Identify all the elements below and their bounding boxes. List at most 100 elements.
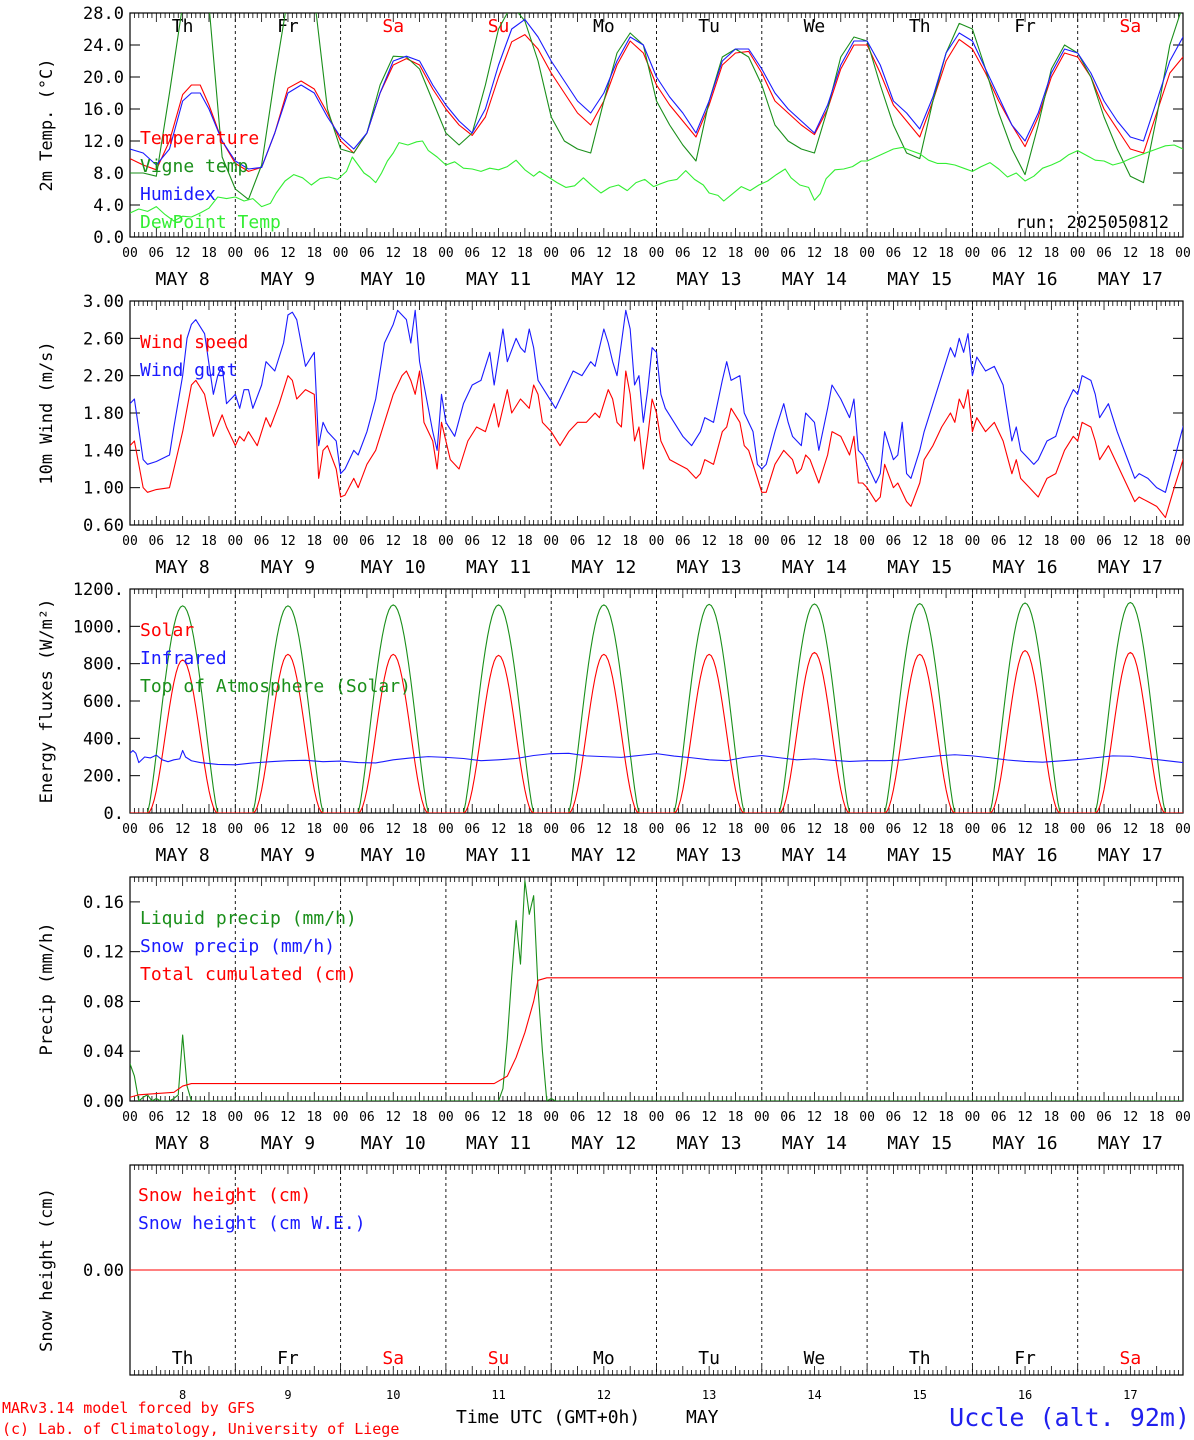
y-tick-label: 200. [83, 767, 124, 787]
hour-label: 18 [517, 1110, 533, 1125]
series-1 [130, 13, 1181, 200]
hour-label: 00 [543, 246, 559, 261]
hour-label: 18 [1149, 1110, 1165, 1125]
hour-label: 06 [780, 1110, 796, 1125]
hour-label: 12 [701, 822, 717, 837]
legend-entry: Humidex [140, 184, 216, 205]
day-name: Tu [698, 1348, 720, 1369]
series-0 [130, 370, 1183, 519]
hour-label: 12 [175, 1110, 191, 1125]
hour-label: 12 [807, 822, 823, 837]
date-label: MAY 12 [571, 845, 636, 866]
hour-label: 12 [175, 246, 191, 261]
hour-label: 06 [886, 1110, 902, 1125]
hour-label: 06 [886, 534, 902, 549]
hour-label: 18 [201, 1110, 217, 1125]
date-label: MAY 9 [261, 557, 315, 578]
legend-entry: Total cumulated (cm) [140, 964, 357, 985]
hour-label: 18 [728, 534, 744, 549]
hour-label: 12 [175, 822, 191, 837]
hour-label: 00 [754, 1110, 770, 1125]
hour-label: 00 [965, 246, 981, 261]
hour-label: 00 [965, 822, 981, 837]
date-label: MAY 11 [466, 1133, 531, 1154]
date-label: MAY 17 [1098, 845, 1163, 866]
hour-label: 00 [754, 534, 770, 549]
hour-label: 12 [596, 534, 612, 549]
legend-entry: Infrared [140, 648, 227, 669]
y-tick-label: 0.60 [83, 516, 124, 536]
hour-label: 12 [912, 534, 928, 549]
hour-label: 12 [175, 534, 191, 549]
day-number: 12 [597, 1388, 611, 1402]
hour-label: 18 [412, 534, 428, 549]
hour-label: 18 [833, 246, 849, 261]
date-label: MAY 11 [466, 845, 531, 866]
hour-label: 06 [675, 246, 691, 261]
y-tick-label: 12.0 [83, 132, 124, 152]
y-tick-label: 28.0 [83, 4, 124, 24]
hour-label: 06 [991, 822, 1007, 837]
day-number: 13 [702, 1388, 716, 1402]
series-0 [130, 749, 1183, 766]
hour-label: 00 [965, 1110, 981, 1125]
hour-label: 06 [148, 1110, 164, 1125]
date-label: MAY 10 [361, 269, 426, 290]
day-number: 11 [491, 1388, 505, 1402]
hour-label: 12 [912, 246, 928, 261]
hour-label: 06 [1096, 534, 1112, 549]
y-tick-label: 0.0 [93, 228, 124, 248]
hour-label: 18 [517, 822, 533, 837]
date-label: MAY 12 [571, 557, 636, 578]
y-tick-label: 16.0 [83, 100, 124, 120]
hour-label: 06 [1096, 1110, 1112, 1125]
day-name: Sa [1120, 1348, 1142, 1369]
legend-entry: Snow height (cm W.E.) [138, 1213, 366, 1234]
day-number: 16 [1018, 1388, 1032, 1402]
hour-label: 12 [491, 1110, 507, 1125]
hour-label: 06 [254, 246, 270, 261]
y-tick-label: 8.0 [93, 164, 124, 184]
series-3 [130, 140, 1183, 222]
date-label: MAY 16 [993, 269, 1058, 290]
day-name: Sa [1120, 16, 1142, 37]
y-tick-label: 0.00 [83, 1092, 124, 1112]
y-axis-label: 2m Temp. (°C) [37, 58, 57, 191]
hour-label: 00 [754, 246, 770, 261]
hour-label: 06 [570, 246, 586, 261]
panels: 0.0 4.0 8.0 12.0 16.0 20.0 24.0 28.0 2m Temp. (°… [37, 4, 1191, 1402]
day-name: Sa [382, 1348, 404, 1369]
hour-label: 00 [754, 822, 770, 837]
hour-label: 12 [491, 534, 507, 549]
hour-label: 12 [701, 534, 717, 549]
hour-label: 06 [254, 534, 270, 549]
hour-label: 06 [1096, 246, 1112, 261]
date-label: MAY 9 [261, 1133, 315, 1154]
hour-label: 12 [1123, 534, 1139, 549]
y-tick-label: 1200. [73, 580, 124, 600]
hour-label: 12 [596, 822, 612, 837]
hour-label: 00 [333, 822, 349, 837]
hour-label: 06 [570, 1110, 586, 1125]
hour-label: 06 [780, 246, 796, 261]
hour-label: 18 [517, 534, 533, 549]
date-label: MAY 13 [677, 269, 742, 290]
hour-label: 18 [938, 1110, 954, 1125]
hour-label: 18 [306, 822, 322, 837]
hour-ticks [129, 589, 1184, 813]
hour-label: 00 [122, 534, 138, 549]
legend-entry: Solar [140, 620, 194, 641]
hour-label: 06 [464, 534, 480, 549]
hour-label: 00 [227, 1110, 243, 1125]
hour-label: 18 [1044, 1110, 1060, 1125]
hour-label: 12 [1123, 1110, 1139, 1125]
hour-label: 00 [649, 534, 665, 549]
hour-label: 00 [227, 534, 243, 549]
date-label: MAY 17 [1098, 269, 1163, 290]
hour-label: 18 [833, 1110, 849, 1125]
hour-label: 06 [464, 246, 480, 261]
hour-label: 06 [780, 822, 796, 837]
hour-label: 12 [1017, 534, 1033, 549]
date-label: MAY 13 [677, 557, 742, 578]
